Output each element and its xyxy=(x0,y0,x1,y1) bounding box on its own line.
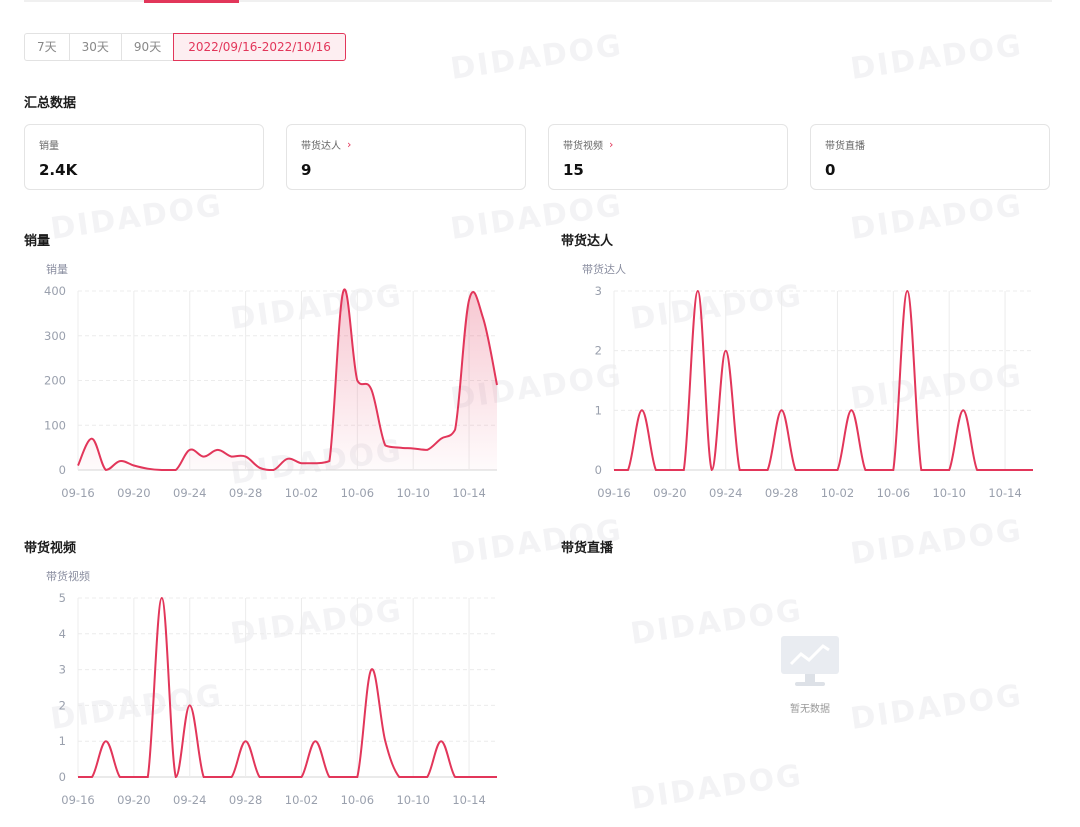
watermark: DIDADOG xyxy=(848,28,1025,87)
sales-card: 销量 2.4K xyxy=(24,124,264,190)
x-tick-label: 09-16 xyxy=(61,793,94,807)
live-empty-state: 暂无数据 xyxy=(760,630,860,715)
x-tick-label: 10-10 xyxy=(396,486,429,500)
x-tick-label: 10-06 xyxy=(877,486,910,500)
videos-card[interactable]: 带货视频 › 15 xyxy=(548,124,788,190)
area-fill xyxy=(78,289,497,470)
y-tick-label: 1 xyxy=(59,734,66,748)
date-range-selector: 7天 30天 90天 2022/09/16-2022/10/16 xyxy=(24,33,346,61)
y-tick-label: 3 xyxy=(595,284,602,298)
sales-chart-title: 销量 xyxy=(24,234,51,249)
y-tick-label: 4 xyxy=(59,627,66,641)
live-card: 带货直播 0 xyxy=(810,124,1050,190)
range-30-days-button[interactable]: 30天 xyxy=(68,33,121,61)
y-tick-label: 400 xyxy=(44,284,66,298)
y-tick-label: 100 xyxy=(44,418,66,432)
chevron-right-icon[interactable]: › xyxy=(609,137,614,151)
y-tick-label: 200 xyxy=(44,374,66,388)
x-tick-label: 10-06 xyxy=(341,486,374,500)
y-tick-label: 5 xyxy=(59,591,66,605)
x-tick-label: 09-20 xyxy=(653,486,686,500)
x-tick-label: 09-16 xyxy=(597,486,630,500)
y-tick-label: 0 xyxy=(59,463,66,477)
x-tick-label: 09-20 xyxy=(117,793,150,807)
active-tab-indicator xyxy=(144,0,239,3)
watermark: DIDADOG xyxy=(848,188,1025,247)
watermark: DIDADOG xyxy=(848,513,1025,572)
x-tick-label: 10-14 xyxy=(452,486,485,500)
influencers-chart: 带货达人 0 1 2 3 09-16 09-20 09-24 09-28 10-02 10-06 10… xyxy=(582,262,1034,500)
y-tick-label: 2 xyxy=(595,344,602,358)
y-tick-label: 2 xyxy=(59,698,66,712)
card-value: 0 xyxy=(825,161,836,179)
sales-chart: 销量 0 100 200 300 400 09-16 09-20 09-24 09-28 10-02… xyxy=(44,262,498,500)
x-tick-label: 09-24 xyxy=(709,486,742,500)
x-tick-label: 10-14 xyxy=(988,486,1021,500)
tab-underline-bar xyxy=(24,0,1052,3)
y-axis-label: 带货视频 xyxy=(46,569,90,583)
series-line xyxy=(77,288,498,472)
range-7-days-button[interactable]: 7天 xyxy=(24,33,69,61)
y-tick-label: 300 xyxy=(44,329,66,343)
videos-chart: 带货视频 0 1 2 3 4 5 09-16 09-20 09-24 09-28 10-02 10-06… xyxy=(46,569,498,807)
x-tick-label: 09-28 xyxy=(229,793,262,807)
chevron-right-icon[interactable]: › xyxy=(347,137,352,151)
x-tick-label: 09-16 xyxy=(61,486,94,500)
watermark: DIDADOG xyxy=(848,678,1025,737)
empty-text: 暂无数据 xyxy=(790,704,830,715)
card-label: 销量 xyxy=(39,140,59,152)
card-label: 带货直播 xyxy=(825,140,865,152)
influencers-chart-title: 带货达人 xyxy=(561,234,614,249)
monitor-chart-icon xyxy=(779,630,841,692)
card-value: 9 xyxy=(301,161,312,179)
card-label: 带货视频 xyxy=(563,140,603,152)
x-tick-label: 10-02 xyxy=(285,486,318,500)
summary-title: 汇总数据 xyxy=(24,96,77,111)
y-tick-label: 3 xyxy=(59,663,66,677)
x-tick-label: 09-28 xyxy=(229,486,262,500)
videos-chart-title: 带货视频 xyxy=(24,541,77,556)
card-label: 带货达人 xyxy=(301,140,341,152)
influencers-card[interactable]: 带货达人 › 9 xyxy=(286,124,526,190)
live-chart-title: 带货直播 xyxy=(561,541,614,556)
x-tick-label: 10-14 xyxy=(452,793,485,807)
x-tick-label: 10-06 xyxy=(341,793,374,807)
y-axis-label: 销量 xyxy=(46,262,68,276)
x-tick-label: 10-02 xyxy=(285,793,318,807)
series-line xyxy=(614,289,1033,472)
series-line xyxy=(78,596,497,779)
card-value: 15 xyxy=(563,161,584,179)
custom-date-range-button[interactable]: 2022/09/16-2022/10/16 xyxy=(173,33,346,61)
x-tick-label: 09-28 xyxy=(765,486,798,500)
x-tick-label: 10-02 xyxy=(821,486,854,500)
y-tick-label: 0 xyxy=(59,770,66,784)
watermark: DIDADOG xyxy=(448,28,625,87)
watermark: DIDADOG xyxy=(628,758,805,817)
x-tick-label: 09-24 xyxy=(173,793,206,807)
x-tick-label: 10-10 xyxy=(396,793,429,807)
y-tick-label: 1 xyxy=(595,403,602,417)
x-tick-label: 09-24 xyxy=(173,486,206,500)
x-tick-label: 10-10 xyxy=(932,486,965,500)
card-value: 2.4K xyxy=(39,161,78,179)
y-tick-label: 0 xyxy=(595,463,602,477)
y-axis-label: 带货达人 xyxy=(582,262,626,276)
x-tick-label: 09-20 xyxy=(117,486,150,500)
range-90-days-button[interactable]: 90天 xyxy=(120,33,174,61)
watermark: DIDADOG xyxy=(48,188,225,247)
